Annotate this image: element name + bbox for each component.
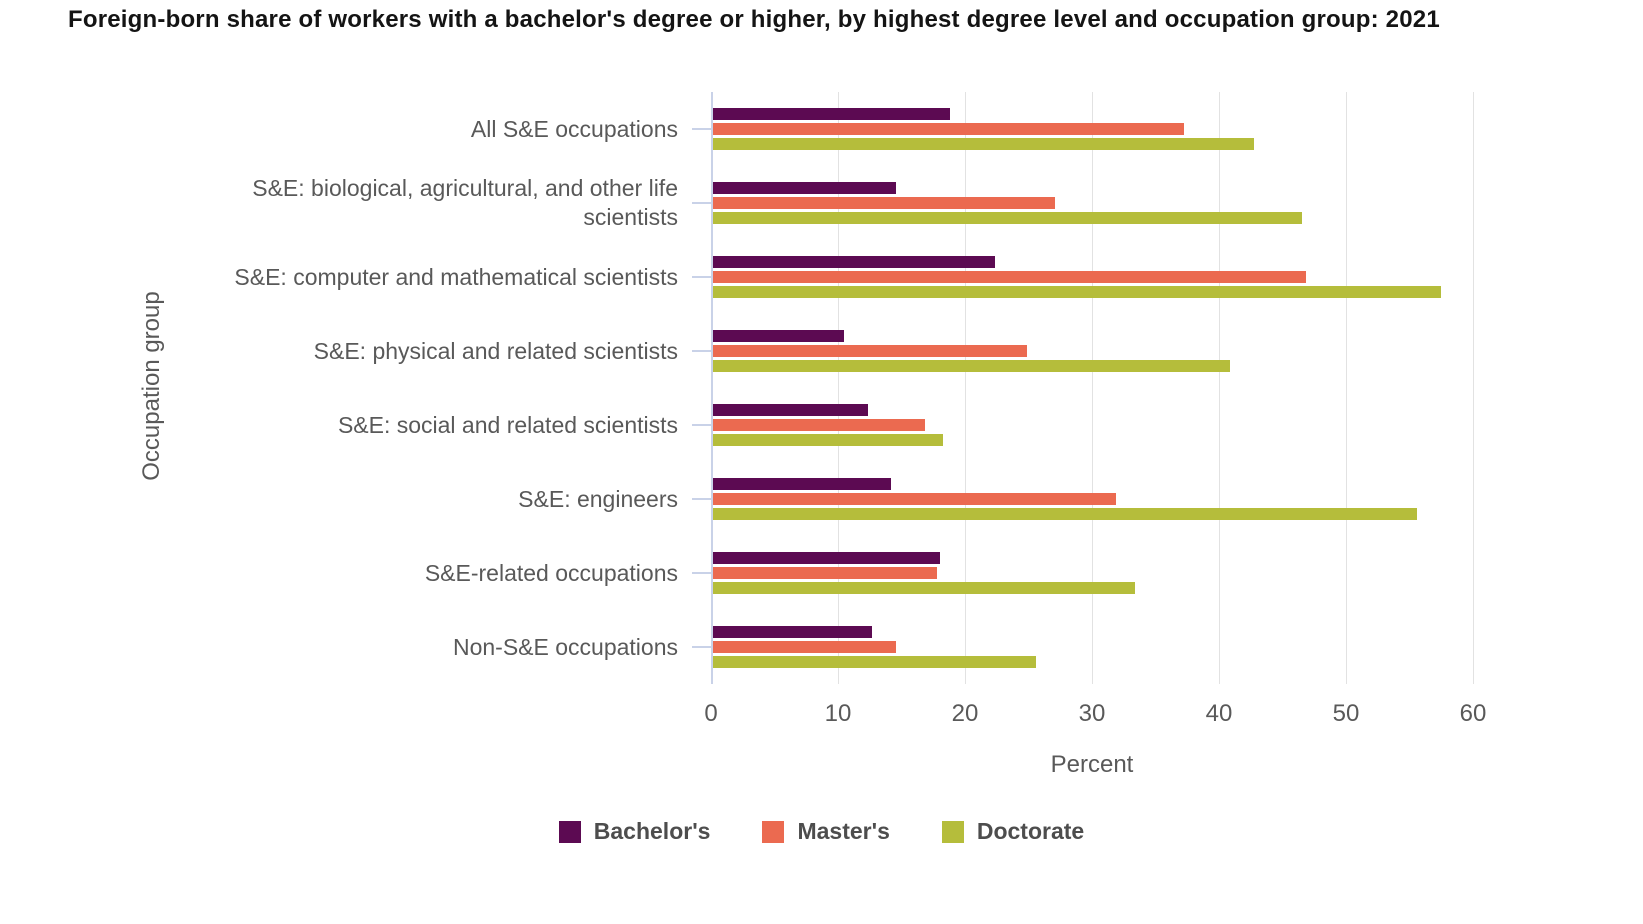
category-label-cell: All S&E occupations <box>0 115 692 144</box>
y-axis-tick <box>692 498 711 500</box>
category-row: S&E: biological, agricultural, and other… <box>0 166 1473 240</box>
y-axis-tick <box>692 646 711 648</box>
bar-doctorate[interactable] <box>713 433 943 447</box>
x-tick-label-10: 10 <box>824 700 852 727</box>
bar-doctorate[interactable] <box>713 285 1441 299</box>
gridline-50 <box>1346 92 1347 684</box>
plot-gridlines <box>711 92 1474 684</box>
legend-item-doctorate[interactable]: Doctorate <box>941 818 1085 845</box>
gridline-20 <box>965 92 966 684</box>
bar-group <box>711 329 1473 373</box>
bar-masters[interactable] <box>713 566 937 580</box>
legend-swatch-icon <box>762 820 785 843</box>
bar-masters[interactable] <box>713 492 1116 506</box>
bar-bachelors[interactable] <box>713 107 951 121</box>
category-label-cell: S&E-related occupations <box>0 559 692 588</box>
x-axis-tick-labels: 0 10 20 30 40 50 60 <box>704 700 1486 732</box>
y-axis-tick <box>692 276 711 278</box>
y-axis-tick <box>692 572 711 574</box>
bar-masters[interactable] <box>713 344 1027 358</box>
bar-doctorate[interactable] <box>713 655 1036 669</box>
x-tick-label-40: 40 <box>1205 700 1233 727</box>
x-tick-label-0: 0 <box>704 700 718 727</box>
bar-doctorate[interactable] <box>713 211 1303 225</box>
category-label: S&E: computer and mathematical scientist… <box>234 263 678 290</box>
bar-group <box>711 403 1473 447</box>
legend-item-masters[interactable]: Master's <box>762 818 890 845</box>
bar-masters[interactable] <box>713 270 1307 284</box>
category-label-cell: S&E: computer and mathematical scientist… <box>0 263 692 292</box>
bar-rows: All S&E occupations S&E: biological, agri… <box>0 92 1473 684</box>
x-tick-label-30: 30 <box>1078 700 1106 727</box>
category-label-cell: S&E: physical and related scientists <box>0 337 692 366</box>
bar-doctorate[interactable] <box>713 581 1135 595</box>
bar-group <box>711 477 1473 521</box>
x-tick-label-20: 20 <box>951 700 979 727</box>
legend-swatch-icon <box>558 820 581 843</box>
bar-group <box>711 255 1473 299</box>
category-label-cell: S&E: biological, agricultural, and other… <box>0 174 692 232</box>
category-row: S&E: physical and related scientists <box>0 314 1473 388</box>
legend-label: Bachelor's <box>593 818 711 844</box>
category-label-cell: Non-S&E occupations <box>0 633 692 662</box>
y-axis-tick <box>692 424 711 426</box>
bar-masters[interactable] <box>713 196 1055 210</box>
gridline-40 <box>1219 92 1220 684</box>
category-row: Non-S&E occupations <box>0 610 1473 684</box>
legend-label: Doctorate <box>976 818 1085 844</box>
category-label-cell: S&E: engineers <box>0 485 692 514</box>
legend: Bachelor's Master's Doctorate <box>0 818 1643 845</box>
bar-doctorate[interactable] <box>713 507 1417 521</box>
bar-group <box>711 625 1473 669</box>
x-axis-title-wrap: Percent <box>711 751 1473 779</box>
x-tick-label-50: 50 <box>1332 700 1360 727</box>
bar-bachelors[interactable] <box>713 329 844 343</box>
category-label: S&E: biological, agricultural, and other… <box>252 175 678 230</box>
y-axis-tick <box>692 202 711 204</box>
bar-masters[interactable] <box>713 418 926 432</box>
category-label: S&E: physical and related scientists <box>313 337 678 364</box>
y-axis-tick <box>692 350 711 352</box>
x-tick-label-60: 60 <box>1459 700 1487 727</box>
y-axis-line <box>711 92 713 684</box>
bar-doctorate[interactable] <box>713 359 1230 373</box>
category-row: S&E: engineers <box>0 462 1473 536</box>
bar-bachelors[interactable] <box>713 181 896 195</box>
y-axis-tick <box>692 128 711 130</box>
bar-group <box>711 551 1473 595</box>
bar-group <box>711 181 1473 225</box>
legend-swatch-icon <box>941 820 964 843</box>
category-label-cell: S&E: social and related scientists <box>0 411 692 440</box>
gridline-10 <box>838 92 839 684</box>
chart-title: Foreign-born share of workers with a bac… <box>68 6 1440 33</box>
gridline-60 <box>1473 92 1474 684</box>
gridline-30 <box>1092 92 1093 684</box>
category-row: S&E: social and related scientists <box>0 388 1473 462</box>
legend-label: Master's <box>797 818 890 844</box>
category-label: S&E-related occupations <box>424 559 678 586</box>
category-label: Non-S&E occupations <box>452 633 678 660</box>
category-label: S&E: social and related scientists <box>337 411 678 438</box>
bar-doctorate[interactable] <box>713 137 1255 151</box>
legend-item-bachelors[interactable]: Bachelor's <box>558 818 711 845</box>
category-label: All S&E occupations <box>470 115 678 142</box>
bar-bachelors[interactable] <box>713 477 891 491</box>
bar-group <box>711 107 1473 151</box>
bar-masters[interactable] <box>713 640 896 654</box>
category-label: S&E: engineers <box>518 485 678 512</box>
bar-bachelors[interactable] <box>713 255 995 269</box>
category-row: S&E-related occupations <box>0 536 1473 610</box>
bar-bachelors[interactable] <box>713 403 868 417</box>
category-row: S&E: computer and mathematical scientist… <box>0 240 1473 314</box>
bar-bachelors[interactable] <box>713 551 941 565</box>
category-row: All S&E occupations <box>0 92 1473 166</box>
x-axis-title: Percent <box>1050 751 1134 778</box>
bar-masters[interactable] <box>713 122 1185 136</box>
bar-bachelors[interactable] <box>713 625 872 639</box>
